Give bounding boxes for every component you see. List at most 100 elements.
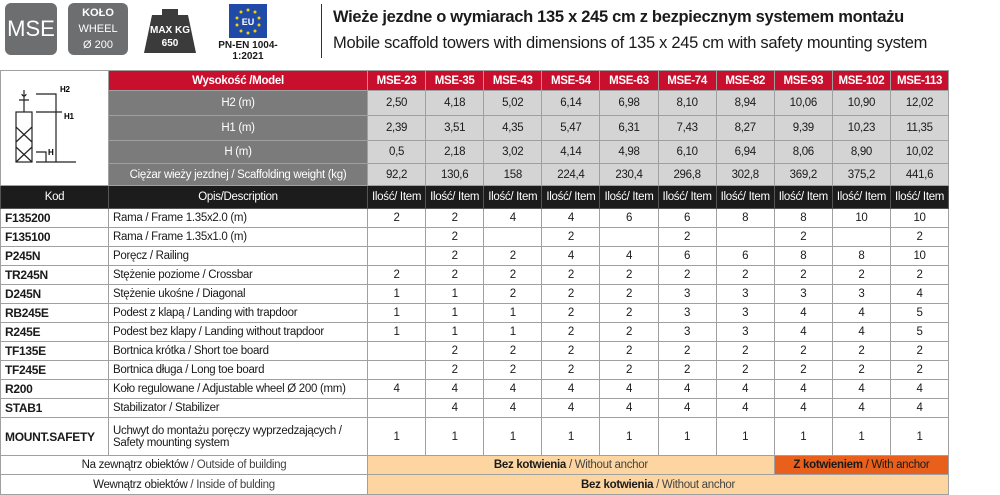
table-row: R200 Koło regulowane / Adjustable wheel Ø…: [0, 379, 950, 399]
quantity: 8: [715, 208, 775, 228]
spec-value: 2,50: [366, 90, 427, 116]
table-row: F135100 Rama / Frame 1.35x1.0 (m) 2 2 2 2 2: [0, 227, 950, 247]
wheel-badge: KOŁO WHEEL Ø 200: [68, 3, 128, 55]
quantity: 2: [889, 227, 950, 247]
quantity: 2: [657, 265, 717, 285]
footer-label: Wewnątrz obiektów / Inside of bulding: [0, 474, 368, 495]
quantity: 1: [366, 417, 427, 456]
quantity: 2: [541, 341, 601, 361]
quantity: 2: [599, 322, 659, 342]
quantity: 4: [541, 208, 601, 228]
item-code: F135100: [0, 227, 109, 247]
spec-value: 92,2: [366, 163, 427, 186]
spec-label: H (m): [108, 140, 368, 164]
quantity: 2: [773, 227, 833, 247]
model-header: Wysokość /Model: [108, 70, 368, 91]
spec-value: 10,23: [831, 115, 891, 141]
column-header: Ilość/ Item: [425, 185, 485, 209]
model: MSE-102: [831, 70, 891, 91]
spec-value: 8,10: [657, 90, 717, 116]
quantity: 1: [483, 417, 543, 456]
spec-value: 224,4: [541, 163, 601, 186]
spec-value: 130,6: [425, 163, 485, 186]
table-row: Wewnątrz obiektów / Inside of bulding Bez…: [0, 474, 950, 495]
description-line: Poręcz / Railing: [113, 250, 189, 262]
anchor-band-pl: Bez kotwienia: [493, 459, 567, 471]
quantity: 2: [831, 360, 891, 380]
item-code: TF245E: [0, 360, 109, 380]
model: MSE-54: [541, 70, 601, 91]
spec-value: 9,39: [773, 115, 833, 141]
quantity: 2: [657, 360, 717, 380]
quantity: 4: [599, 379, 659, 399]
quantity: 8: [773, 208, 833, 228]
column-header: Ilość/ Item: [715, 185, 775, 209]
quantity: 5: [889, 303, 950, 323]
empty-cell: [483, 227, 543, 247]
spec-value: 441,6: [889, 163, 950, 186]
model: MSE-35: [425, 70, 485, 91]
quantity: 2: [599, 265, 659, 285]
table-row: TF245E Bortnica długa / Long toe board 2 2 2…: [0, 360, 950, 380]
quantity: 2: [425, 208, 485, 228]
quantity: 4: [831, 322, 891, 342]
quantity: 4: [715, 379, 775, 399]
spec-value: 10,02: [889, 140, 950, 164]
quantity: 2: [715, 360, 775, 380]
model: MSE-43: [483, 70, 543, 91]
quantity: 1: [599, 417, 659, 456]
item-description: Stabilizator / Stabilizer: [108, 398, 368, 418]
spec-value: 4,35: [483, 115, 543, 141]
quantity: 8: [773, 246, 833, 266]
quantity: 2: [657, 341, 717, 361]
badge-text: WHEEL: [78, 23, 118, 35]
spec-value: 8,94: [715, 90, 775, 116]
quantity: 1: [483, 322, 543, 342]
table-row: TR245N Stężenie poziome / Crossbar 2 2 2 2 2 2 2…: [0, 265, 950, 285]
quantity: 2: [483, 360, 543, 380]
anchor-band-pl: Z kotwieniem: [793, 459, 863, 471]
description-line: Bortnica długa / Long toe board: [113, 364, 265, 376]
spec-label: H2 (m): [108, 90, 368, 116]
item-code: D245N: [0, 284, 109, 304]
table-row: H (m) 0,5 2,18 3,02 4,14 4,98 6,10 6,94 8,06 8,90…: [1, 140, 950, 164]
column-header: Ilość/ Item: [657, 185, 717, 209]
anchor-band: Bez kotwienia / Without anchor: [366, 474, 950, 495]
quantity: 3: [715, 303, 775, 323]
parts-table: H2 H1 H Wysokość /Model MSE-23 MSE-35 MSE-43 MS…: [0, 70, 950, 495]
title-en: Mobile scaffold towers with dimensions o…: [333, 34, 928, 52]
model: MSE-93: [773, 70, 833, 91]
spec-value: 8,27: [715, 115, 775, 141]
quantity: 1: [366, 284, 427, 304]
quantity: 4: [831, 379, 891, 399]
quantity: 6: [715, 246, 775, 266]
spec-value: 10,90: [831, 90, 891, 116]
badge-text: KOŁO: [82, 7, 114, 19]
description-line: Podest z klapą / Landing with trapdoor: [113, 307, 298, 319]
table-row: D245N Stężenie ukośne / Diagonal 1 1 2 2 2 3 3 3 3…: [0, 284, 950, 304]
item-description: Stężenie ukośne / Diagonal: [108, 284, 368, 304]
footer-label-en: / Outside of building: [191, 459, 287, 471]
table-row: MOUNT.SAFETY Uchwyt do montażu poręczy wy…: [0, 417, 950, 456]
quantity: 4: [425, 379, 485, 399]
quantity: 1: [889, 417, 950, 456]
spec-value: 11,35: [889, 115, 950, 141]
quantity: 1: [541, 417, 601, 456]
item-description: Bortnica krótka / Short toe board: [108, 341, 368, 361]
table-row: H1 (m) 2,39 3,51 4,35 5,47 6,31 7,43 8,27 9,39 10…: [1, 115, 950, 141]
spec-value: 375,2: [831, 163, 891, 186]
quantity: 1: [657, 417, 717, 456]
empty-cell: [831, 227, 891, 247]
quantity: 4: [889, 398, 950, 418]
table-row: STAB1 Stabilizator / Stabilizer 4 4 4 4 4 4 4 4 4: [0, 398, 950, 418]
table-row: Kod Opis/Description Ilość/ Item Ilość/ Ite…: [0, 185, 950, 209]
model: MSE-23: [366, 70, 427, 91]
eu-label: EU: [242, 17, 255, 27]
weight-icon: MAX KG 650: [144, 9, 196, 53]
quantity: 4: [541, 398, 601, 418]
badge-text: MAX KG: [150, 25, 190, 36]
quantity: 2: [831, 265, 891, 285]
divider: [321, 4, 322, 58]
description-line: Safety mounting system: [113, 436, 230, 449]
quantity: 1: [425, 322, 485, 342]
